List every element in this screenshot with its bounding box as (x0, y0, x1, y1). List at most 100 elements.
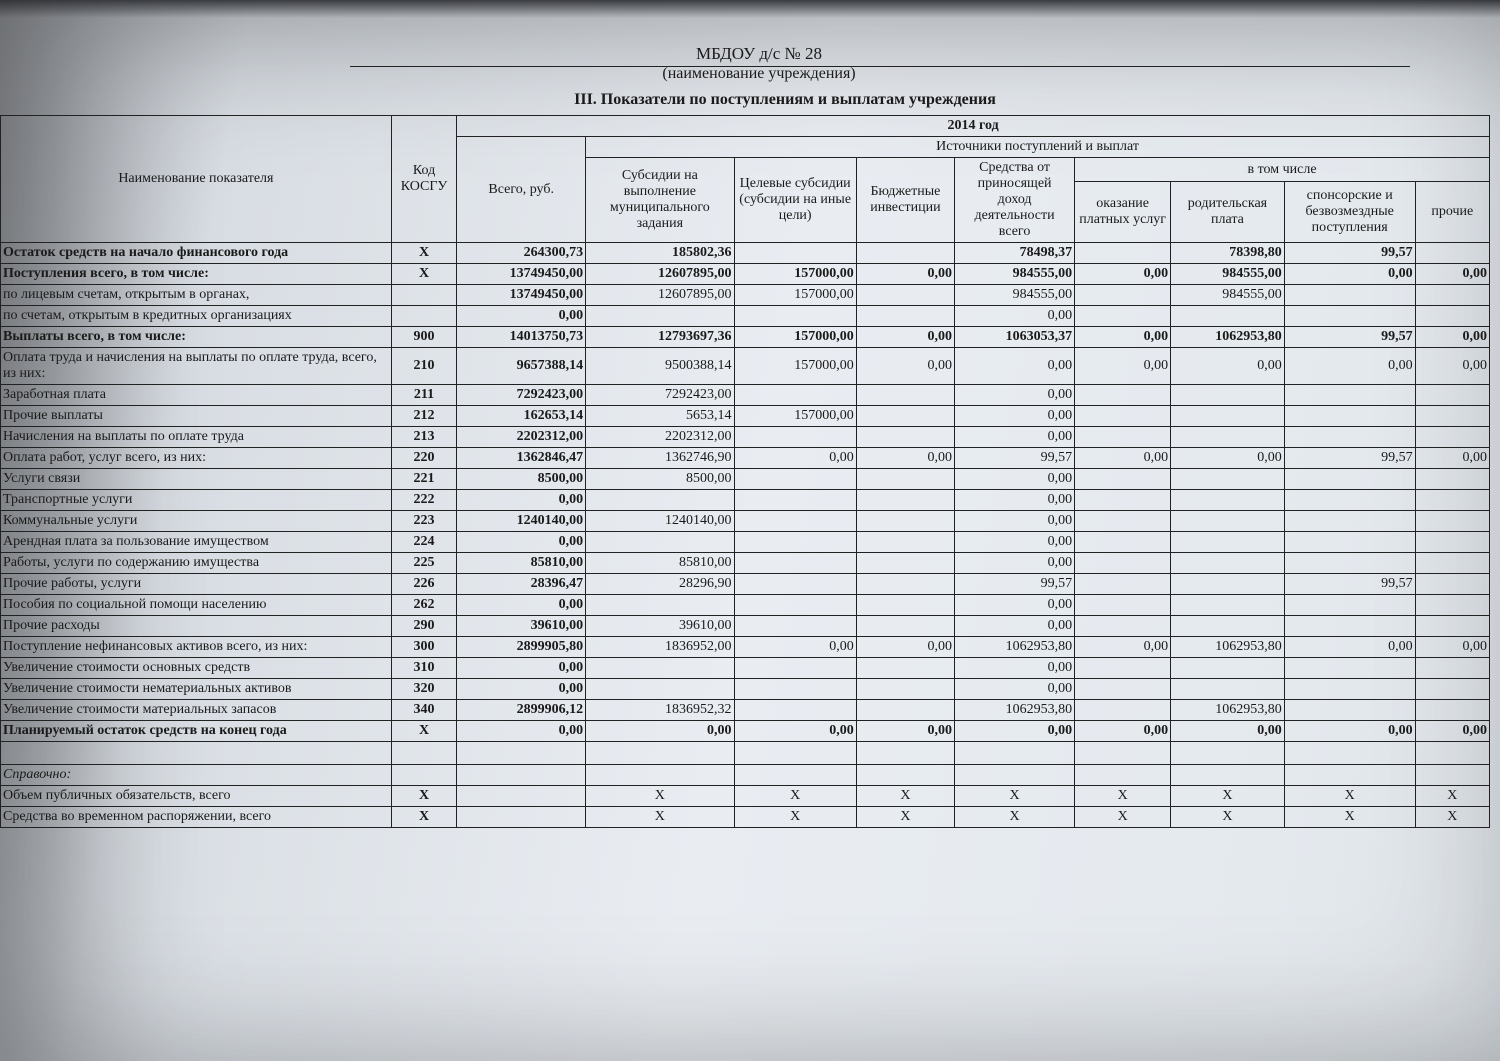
cell: 1063053,37 (955, 327, 1075, 348)
row-name: Остаток средств на начало финансового го… (1, 243, 392, 264)
cell (734, 490, 856, 511)
cell: 0,00 (856, 448, 954, 469)
cell: X (1171, 807, 1285, 828)
cell (1171, 679, 1285, 700)
cell (1171, 427, 1285, 448)
cell: 85810,00 (457, 553, 586, 574)
cell: 0,00 (955, 721, 1075, 742)
cell (734, 574, 856, 595)
cell: 0,00 (457, 595, 586, 616)
col-c2: Целевые субсидии (субсидии на иные цели) (734, 158, 856, 243)
cell: 0,00 (457, 306, 586, 327)
cell: 0,00 (856, 327, 954, 348)
table-row: Пособия по социальной помощи населению26… (1, 595, 1490, 616)
cell (734, 595, 856, 616)
cell (1171, 469, 1285, 490)
table-row: Увеличение стоимости нематериальных акти… (1, 679, 1490, 700)
table-row: Услуги связи2218500,008500,000,00 (1, 469, 1490, 490)
cell (1284, 406, 1415, 427)
cell: 0,00 (1415, 327, 1489, 348)
cell (1284, 490, 1415, 511)
cell: 0,00 (955, 553, 1075, 574)
row-code: 310 (391, 658, 456, 679)
cell: X (1171, 786, 1285, 807)
cell (734, 469, 856, 490)
cell: 0,00 (955, 385, 1075, 406)
cell (856, 553, 954, 574)
cell: 9500388,14 (586, 348, 734, 385)
cell: 1362846,47 (457, 448, 586, 469)
cell (1284, 553, 1415, 574)
row-code: 210 (391, 348, 456, 385)
cell: 0,00 (955, 348, 1075, 385)
table-row: Поступления всего, в том числе:X13749450… (1, 264, 1490, 285)
row-code: 262 (391, 595, 456, 616)
row-name: Начисления на выплаты по оплате труда (1, 427, 392, 448)
row-name: Увеличение стоимости материальных запасо… (1, 700, 392, 721)
cell: 0,00 (955, 616, 1075, 637)
row-name: Оплата работ, услуг всего, из них: (1, 448, 392, 469)
row-name: Поступления всего, в том числе: (1, 264, 392, 285)
section-title: III. Показатели по поступлениям и выплат… (0, 91, 1500, 109)
cell: 12607895,00 (586, 285, 734, 306)
cell (856, 595, 954, 616)
cell (856, 427, 954, 448)
cell: 0,00 (1415, 264, 1489, 285)
table-row: Арендная плата за пользование имуществом… (1, 532, 1490, 553)
cell: X (856, 786, 954, 807)
table-row: Прочие расходы29039610,0039610,000,00 (1, 616, 1490, 637)
cell: 28296,90 (586, 574, 734, 595)
cell: X (1284, 786, 1415, 807)
cell: 0,00 (1075, 327, 1171, 348)
table-row: Оплата работ, услуг всего, из них:220136… (1, 448, 1490, 469)
cell: 8500,00 (457, 469, 586, 490)
cell (856, 658, 954, 679)
cell (1075, 595, 1171, 616)
cell (856, 679, 954, 700)
cell (1415, 658, 1489, 679)
cell: 0,00 (1284, 721, 1415, 742)
cell (1171, 658, 1285, 679)
col-c3: Бюджетные инвестиции (856, 158, 954, 243)
cell (734, 658, 856, 679)
cell: 0,00 (955, 511, 1075, 532)
row-name: Прочие работы, услуги (1, 574, 392, 595)
row-name: Арендная плата за пользование имуществом (1, 532, 392, 553)
row-name: по счетам, открытым в кредитных организа… (1, 306, 392, 327)
spacer-row (1, 742, 1490, 765)
col-c6: родительская плата (1171, 182, 1285, 243)
col-c4: Средства от приносящей доход деятельност… (955, 158, 1075, 243)
table-row: Коммунальные услуги2231240140,001240140,… (1, 511, 1490, 532)
cell (734, 385, 856, 406)
cell: 0,00 (1284, 264, 1415, 285)
cell (856, 243, 954, 264)
cell: 1836952,32 (586, 700, 734, 721)
table-row: Работы, услуги по содержанию имущества22… (1, 553, 1490, 574)
cell (856, 385, 954, 406)
cell (1415, 595, 1489, 616)
cell: 0,00 (586, 721, 734, 742)
cell: 0,00 (1075, 721, 1171, 742)
cell (734, 616, 856, 637)
cell (734, 700, 856, 721)
cell: 0,00 (1171, 448, 1285, 469)
cell (856, 469, 954, 490)
cell (856, 700, 954, 721)
cell: 12607895,00 (586, 264, 734, 285)
cell (856, 285, 954, 306)
cell: X (955, 807, 1075, 828)
row-name: Работы, услуги по содержанию имущества (1, 553, 392, 574)
row-code: 220 (391, 448, 456, 469)
table-row: Прочие выплаты212162653,145653,14157000,… (1, 406, 1490, 427)
cell: 78498,37 (955, 243, 1075, 264)
org-caption: (наименование учреждения) (0, 65, 1500, 83)
row-name: Пособия по социальной помощи населению (1, 595, 392, 616)
cell: 157000,00 (734, 348, 856, 385)
row-code: 340 (391, 700, 456, 721)
cell (1075, 511, 1171, 532)
cell: 0,00 (955, 469, 1075, 490)
cell (1171, 532, 1285, 553)
cell (1415, 679, 1489, 700)
cell: 0,00 (955, 406, 1075, 427)
cell: 0,00 (734, 721, 856, 742)
